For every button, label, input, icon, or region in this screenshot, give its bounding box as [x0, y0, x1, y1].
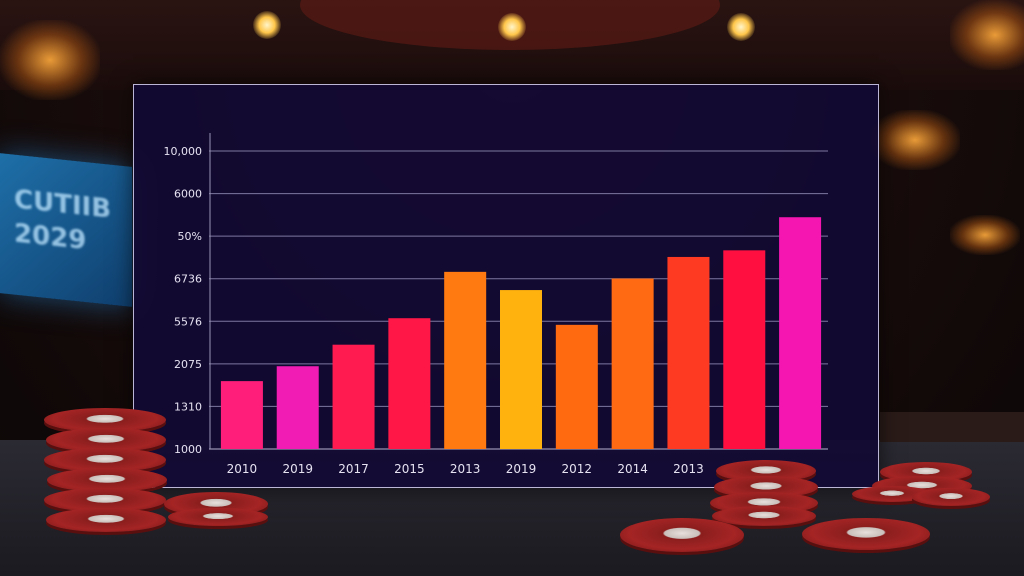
x-tick-label: 2015 — [394, 462, 425, 476]
y-tick-label: 6736 — [174, 273, 202, 286]
bar — [723, 250, 766, 449]
x-tick-label: 2019 — [282, 462, 313, 476]
wall-lamp-right-low — [950, 215, 1020, 255]
ceiling-lamp — [727, 13, 755, 41]
bar — [388, 318, 431, 449]
bar — [332, 344, 375, 449]
bar — [779, 217, 822, 449]
bar — [500, 290, 542, 449]
poker-chip — [802, 518, 930, 550]
y-tick-label: 50% — [178, 230, 202, 243]
x-tick-label: 2013 — [450, 462, 481, 476]
poker-chip — [168, 508, 268, 526]
chandelier-right — [950, 0, 1024, 70]
bar — [611, 278, 654, 449]
chandelier-left — [0, 20, 100, 100]
chart-panel: 10,000 6000 50% 6736 5576 2075 1310 1000 2010 201… — [133, 84, 879, 488]
y-tick-label: 2075 — [174, 358, 202, 371]
bar — [555, 324, 598, 449]
x-tick-label: 2012 — [562, 462, 593, 476]
ceiling-lamp — [253, 11, 281, 39]
y-tick-label: 10,000 — [164, 145, 203, 158]
y-tick-label: 1310 — [174, 400, 202, 413]
x-tick-label: 2017 — [338, 462, 369, 476]
ceiling-lamp — [498, 13, 526, 41]
poker-chip — [46, 508, 166, 532]
x-tick-label: 2019 — [506, 462, 537, 476]
poker-chip — [620, 518, 744, 552]
bar — [276, 366, 319, 449]
bar-chart: 10,000 6000 50% 6736 5576 2075 1310 1000 2010 201… — [164, 133, 828, 476]
x-tick-label: 2010 — [227, 462, 258, 476]
background-sign-text: CUTIIB 2029 — [14, 183, 111, 261]
poker-chip — [712, 506, 816, 526]
background-sign: CUTIIB 2029 — [0, 153, 132, 307]
y-tick-label: 1000 — [174, 443, 202, 456]
x-tick-label: 2013 — [673, 462, 704, 476]
y-tick-label: 5576 — [174, 315, 202, 328]
table-rail — [880, 412, 1024, 442]
x-tick-label: 2014 — [617, 462, 648, 476]
poker-chip — [912, 488, 990, 506]
y-tick-label: 6000 — [174, 188, 202, 201]
bar — [444, 271, 487, 449]
bar — [220, 381, 263, 449]
wall-lamp-right — [870, 110, 960, 170]
bar — [667, 256, 710, 449]
